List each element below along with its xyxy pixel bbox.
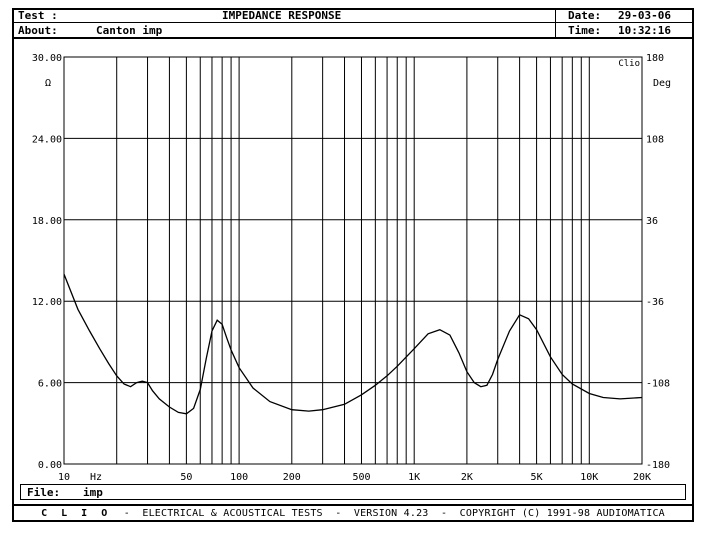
file-box: File: imp [20,484,686,500]
file-name: imp [83,486,103,499]
footer-bar: C L I O - ELECTRICAL & ACOUSTICAL TESTS … [12,504,694,520]
footer-info: - ELECTRICAL & ACOUSTICAL TESTS - VERSIO… [123,508,665,519]
y-right-tick-label: -36 [646,297,664,308]
file-label: File: [27,486,61,499]
x-tick-label: 1K [408,472,420,483]
y-right-tick-label: 36 [646,216,658,227]
chart-grid [64,57,642,464]
header-bottom-rule [12,37,694,39]
x-tick-label: 10 [58,472,70,483]
y-left-tick-label: 6.00 [38,379,62,390]
x-tick-label: 200 [283,472,301,483]
about-value: Canton imp [96,24,163,37]
x-tick-label: 50 [180,472,192,483]
time-label: Time: [568,24,602,37]
x-tick-label: 2K [461,472,473,483]
date-label: Date: [568,9,602,22]
y-right-tick-label: 180 [646,53,664,64]
y-left-tick-label: 12.00 [32,297,62,308]
y-left-tick-label: 0.00 [38,460,62,471]
y-right-unit: Deg [653,78,671,89]
footer-text: C L I O - ELECTRICAL & ACOUSTICAL TESTS … [12,508,694,519]
date-value: 29-03-06 [618,9,671,22]
plot-border [63,56,643,465]
x-tick-label: 20K [633,472,651,483]
time-value: 10:32:16 [618,24,671,37]
axis-labels: 0.00 6.00 12.00 18.00 24.00 30.00 -180 -108 -36 3… [32,53,671,483]
header-bar: Test : IMPEDANCE RESPONSE About: Canton … [12,8,694,39]
y-right-tick-label: 108 [646,134,664,145]
impedance-curve [63,273,643,415]
page-title: IMPEDANCE RESPONSE [222,9,342,22]
x-tick-label: 500 [352,472,370,483]
about-label: About: [18,24,58,37]
clio-brand: C L I O [41,508,112,519]
x-unit-label: Hz [90,472,102,483]
test-label: Test : [18,9,58,22]
y-right-tick-label: -108 [646,379,670,390]
x-tick-label: 5K [531,472,543,483]
y-left-unit: Ω [45,78,51,89]
y-right-tick-label: -180 [646,460,670,471]
clio-badge: Clio [618,59,640,69]
x-tick-label: 10K [580,472,598,483]
header-separator [555,8,556,37]
header-divider [12,22,694,23]
window-frame [12,8,694,522]
y-left-tick-label: 18.00 [32,216,62,227]
y-left-tick-label: 30.00 [32,53,62,64]
x-tick-label: 100 [230,472,248,483]
y-left-tick-label: 24.00 [32,134,62,145]
